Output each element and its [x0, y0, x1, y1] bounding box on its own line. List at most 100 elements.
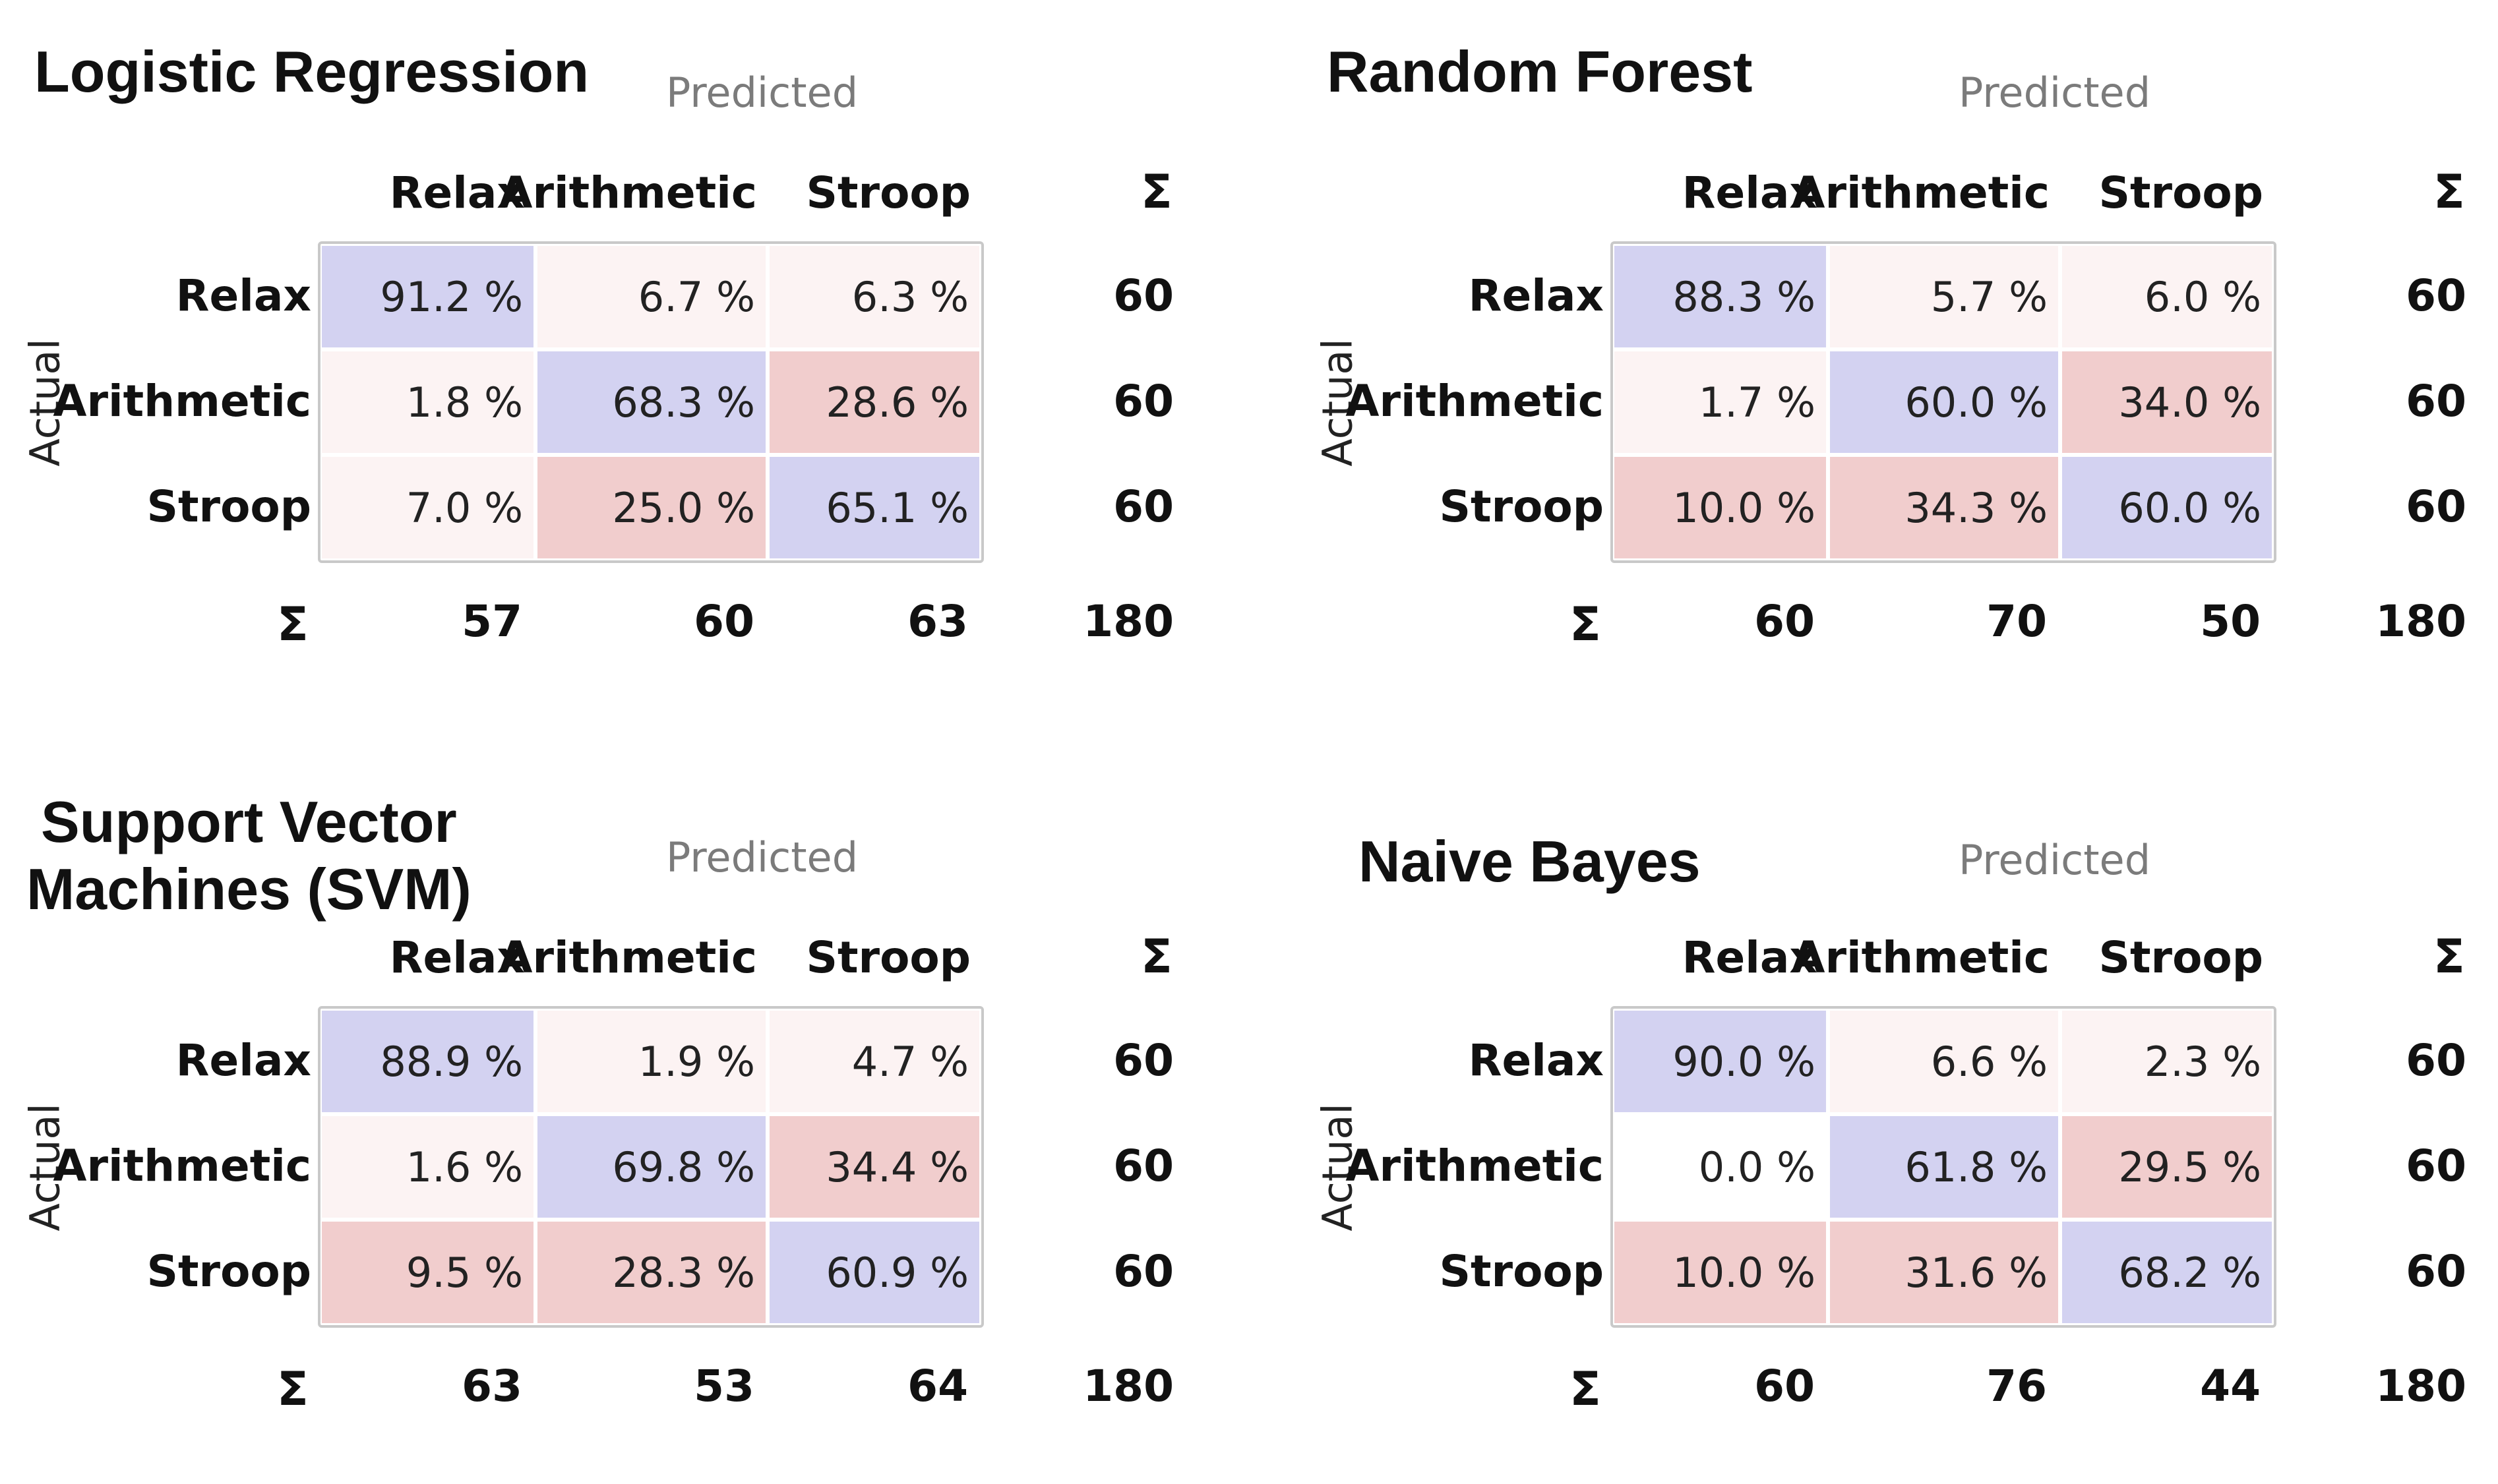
column-header: Stroop — [806, 932, 971, 983]
row-header: Stroop — [146, 1246, 311, 1297]
column-sum: 50 — [2200, 596, 2261, 647]
matrix-cell: 91.2 % — [322, 246, 533, 347]
matrix-cell: 6.6 % — [1830, 1011, 2058, 1112]
confusion-matrix-grid — [1610, 241, 2276, 563]
confusion-matrix-panel: Support Vector Machines (SVM) Predicted Ac… — [0, 765, 1249, 1484]
column-sum: 70 — [1986, 596, 2047, 647]
matrix-cell: 88.3 % — [1614, 246, 1826, 347]
column-sum: 64 — [907, 1361, 968, 1411]
column-header: Stroop — [806, 167, 971, 218]
matrix-cell: 9.5 % — [322, 1222, 533, 1323]
matrix-cell: 34.4 % — [770, 1116, 979, 1218]
chart-title: Naive Bayes — [1358, 829, 1701, 894]
column-sum: 57 — [462, 596, 522, 647]
column-sum: 63 — [907, 596, 968, 647]
column-header: Relax — [1682, 932, 1817, 983]
column-sum: 60 — [1754, 1361, 1815, 1411]
row-header: Arithmetic — [53, 1141, 311, 1191]
total-sum: 180 — [1083, 596, 1174, 647]
row-sum: 60 — [1113, 270, 1174, 321]
x-axis-label: Predicted — [666, 69, 859, 117]
sum-symbol: Σ — [1141, 930, 1173, 984]
matrix-cell: 25.0 % — [537, 457, 766, 558]
confusion-matrix-panel: Naive Bayes Predicted Actual Relax Arithmeti… — [1293, 765, 2498, 1484]
row-sum: 60 — [2406, 481, 2466, 532]
matrix-cell: 88.9 % — [322, 1011, 533, 1112]
matrix-cell: 34.3 % — [1830, 457, 2058, 558]
row-sum: 60 — [1113, 1035, 1174, 1086]
matrix-cell: 1.6 % — [322, 1116, 533, 1218]
confusion-matrix-grid — [318, 241, 984, 563]
matrix-cell: 68.2 % — [2062, 1222, 2272, 1323]
column-sum: 76 — [1986, 1361, 2047, 1411]
matrix-cell: 6.3 % — [770, 246, 979, 347]
row-header: Relax — [175, 270, 311, 321]
column-sum: 53 — [694, 1361, 754, 1411]
matrix-cell: 31.6 % — [1830, 1222, 2058, 1323]
row-header: Stroop — [1439, 1246, 1604, 1297]
column-header: Stroop — [2098, 167, 2263, 218]
matrix-cell: 7.0 % — [322, 457, 533, 558]
column-header: Relax — [389, 167, 525, 218]
column-header: Arithmetic — [1791, 167, 2050, 218]
matrix-cell: 1.9 % — [537, 1011, 766, 1112]
total-sum: 180 — [2375, 596, 2466, 647]
column-sum: 44 — [2200, 1361, 2261, 1411]
column-header: Relax — [389, 932, 525, 983]
matrix-cell: 1.7 % — [1614, 351, 1826, 453]
row-header: Stroop — [1439, 481, 1604, 532]
sum-symbol: Σ — [2433, 165, 2465, 219]
matrix-cell: 60.0 % — [1830, 351, 2058, 453]
confusion-matrix-grid — [318, 1006, 984, 1328]
matrix-cell: 65.1 % — [770, 457, 979, 558]
matrix-cell: 29.5 % — [2062, 1116, 2272, 1218]
matrix-cell: 60.9 % — [770, 1222, 979, 1323]
matrix-cell: 28.6 % — [770, 351, 979, 453]
matrix-cell: 10.0 % — [1614, 457, 1826, 558]
matrix-cell: 34.0 % — [2062, 351, 2272, 453]
total-sum: 180 — [2375, 1361, 2466, 1411]
matrix-cell: 69.8 % — [537, 1116, 766, 1218]
confusion-matrix-panel: Logistic Regression Predicted Actual Relax A… — [0, 0, 1249, 719]
row-header: Arithmetic — [1345, 376, 1604, 427]
row-sum: 60 — [2406, 1141, 2466, 1191]
column-header: Stroop — [2098, 932, 2263, 983]
sum-symbol: Σ — [1569, 1362, 1601, 1416]
row-sum: 60 — [2406, 376, 2466, 427]
row-sum: 60 — [2406, 1035, 2466, 1086]
matrix-cell: 0.0 % — [1614, 1116, 1826, 1218]
x-axis-label: Predicted — [1959, 69, 2151, 117]
x-axis-label: Predicted — [1959, 836, 2151, 884]
column-header: Arithmetic — [499, 932, 757, 983]
row-header: Relax — [1468, 1035, 1604, 1086]
column-sum: 63 — [462, 1361, 522, 1411]
matrix-cell: 90.0 % — [1614, 1011, 1826, 1112]
x-axis-label: Predicted — [666, 833, 859, 881]
column-sum: 60 — [1754, 596, 1815, 647]
matrix-cell: 4.7 % — [770, 1011, 979, 1112]
chart-title: Logistic Regression — [34, 39, 590, 104]
chart-title: Support Vector Machines (SVM) — [26, 789, 472, 922]
total-sum: 180 — [1083, 1361, 1174, 1411]
confusion-matrix-grid — [1610, 1006, 2276, 1328]
row-sum: 60 — [1113, 481, 1174, 532]
matrix-cell: 60.0 % — [2062, 457, 2272, 558]
row-header: Arithmetic — [1345, 1141, 1604, 1191]
row-header: Arithmetic — [53, 376, 311, 427]
row-header: Relax — [1468, 270, 1604, 321]
row-sum: 60 — [1113, 1141, 1174, 1191]
sum-symbol: Σ — [2433, 930, 2465, 984]
matrix-cell: 6.0 % — [2062, 246, 2272, 347]
column-header: Arithmetic — [1791, 932, 2050, 983]
column-sum: 60 — [694, 596, 754, 647]
row-sum: 60 — [1113, 1246, 1174, 1297]
matrix-cell: 10.0 % — [1614, 1222, 1826, 1323]
sum-symbol: Σ — [277, 597, 309, 651]
matrix-cell: 1.8 % — [322, 351, 533, 453]
column-header: Relax — [1682, 167, 1817, 218]
row-header: Relax — [175, 1035, 311, 1086]
confusion-matrix-panel: Random Forest Predicted Actual Relax Arithme… — [1293, 0, 2498, 719]
matrix-cell: 68.3 % — [537, 351, 766, 453]
chart-title: Random Forest — [1327, 39, 1753, 104]
matrix-cell: 6.7 % — [537, 246, 766, 347]
